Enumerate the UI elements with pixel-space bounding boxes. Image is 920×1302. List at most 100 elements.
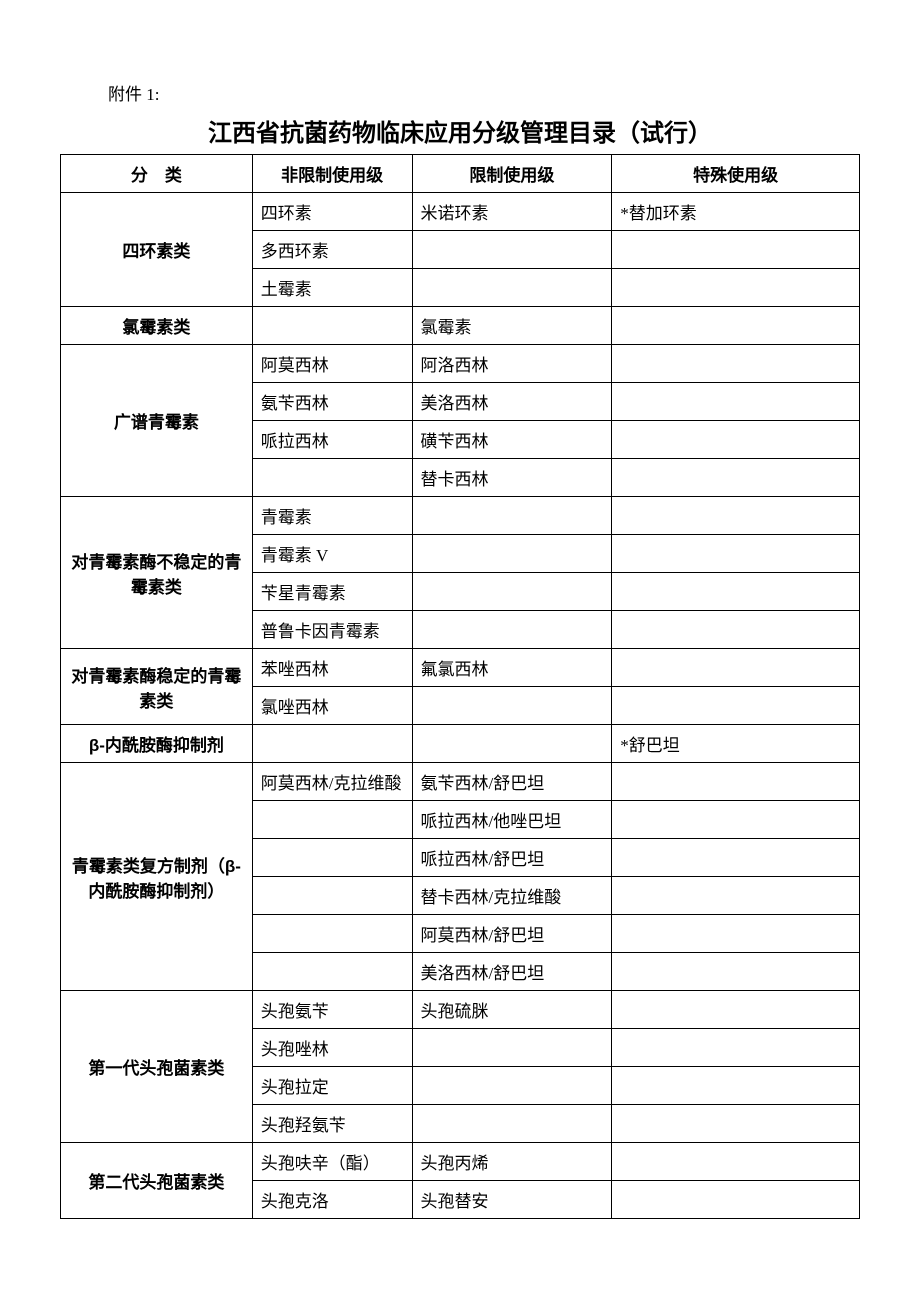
header-unrestricted: 非限制使用级 bbox=[252, 155, 412, 193]
category-cell: 第一代头孢菌素类 bbox=[61, 991, 253, 1143]
drug-cell: 阿莫西林/克拉维酸 bbox=[252, 763, 412, 801]
drug-cell: 青霉素 bbox=[252, 497, 412, 535]
drug-cell bbox=[612, 1029, 860, 1067]
attachment-label: 附件 1: bbox=[108, 80, 860, 105]
header-special: 特殊使用级 bbox=[612, 155, 860, 193]
drug-cell bbox=[612, 573, 860, 611]
drug-cell: 美洛西林 bbox=[412, 383, 612, 421]
drug-cell bbox=[412, 1029, 612, 1067]
header-category: 分 类 bbox=[61, 155, 253, 193]
drug-cell: 头孢替安 bbox=[412, 1181, 612, 1219]
drug-cell bbox=[612, 535, 860, 573]
drug-cell bbox=[612, 1067, 860, 1105]
drug-cell: 头孢唑林 bbox=[252, 1029, 412, 1067]
drug-cell bbox=[612, 383, 860, 421]
drug-cell: 头孢拉定 bbox=[252, 1067, 412, 1105]
drug-cell bbox=[612, 877, 860, 915]
drug-cell: 阿莫西林/舒巴坦 bbox=[412, 915, 612, 953]
drug-cell bbox=[412, 1067, 612, 1105]
drug-cell: 多西环素 bbox=[252, 231, 412, 269]
drug-cell: 哌拉西林/他唑巴坦 bbox=[412, 801, 612, 839]
drug-cell bbox=[412, 687, 612, 725]
drug-cell bbox=[612, 611, 860, 649]
drug-cell bbox=[252, 915, 412, 953]
drug-cell: *舒巴坦 bbox=[612, 725, 860, 763]
category-cell: 对青霉素酶稳定的青霉素类 bbox=[61, 649, 253, 725]
drug-cell bbox=[612, 269, 860, 307]
drug-cell: 氨苄西林 bbox=[252, 383, 412, 421]
category-cell: 四环素类 bbox=[61, 193, 253, 307]
drug-cell: 苄星青霉素 bbox=[252, 573, 412, 611]
drug-cell: 阿莫西林 bbox=[252, 345, 412, 383]
drug-cell bbox=[252, 725, 412, 763]
drug-cell: 头孢呋辛（酯） bbox=[252, 1143, 412, 1181]
drug-cell: 头孢丙烯 bbox=[412, 1143, 612, 1181]
drug-cell: 米诺环素 bbox=[412, 193, 612, 231]
drug-cell: 头孢氨苄 bbox=[252, 991, 412, 1029]
category-cell: 对青霉素酶不稳定的青霉素类 bbox=[61, 497, 253, 649]
category-cell: 广谱青霉素 bbox=[61, 345, 253, 497]
drug-cell bbox=[612, 763, 860, 801]
drug-cell bbox=[612, 991, 860, 1029]
table-body: 四环素类四环素米诺环素*替加环素多西环素土霉素氯霉素类氯霉素广谱青霉素阿莫西林阿… bbox=[61, 193, 860, 1219]
drug-cell bbox=[612, 497, 860, 535]
table-row: 青霉素类复方制剂（β-内酰胺酶抑制剂）阿莫西林/克拉维酸氨苄西林/舒巴坦 bbox=[61, 763, 860, 801]
drug-cell: 土霉素 bbox=[252, 269, 412, 307]
drug-cell bbox=[252, 307, 412, 345]
drug-cell bbox=[612, 231, 860, 269]
drug-cell: 头孢硫脒 bbox=[412, 991, 612, 1029]
drug-cell bbox=[412, 1105, 612, 1143]
drug-cell bbox=[612, 421, 860, 459]
table-header-row: 分 类 非限制使用级 限制使用级 特殊使用级 bbox=[61, 155, 860, 193]
document-title: 江西省抗菌药物临床应用分级管理目录（试行） bbox=[60, 113, 860, 148]
drug-cell: 美洛西林/舒巴坦 bbox=[412, 953, 612, 991]
category-cell: 青霉素类复方制剂（β-内酰胺酶抑制剂） bbox=[61, 763, 253, 991]
drug-cell: 氨苄西林/舒巴坦 bbox=[412, 763, 612, 801]
drug-cell bbox=[612, 687, 860, 725]
drug-cell: 氯霉素 bbox=[412, 307, 612, 345]
drug-classification-table: 分 类 非限制使用级 限制使用级 特殊使用级 四环素类四环素米诺环素*替加环素多… bbox=[60, 154, 860, 1219]
category-cell: 第二代头孢菌素类 bbox=[61, 1143, 253, 1219]
drug-cell: 磺苄西林 bbox=[412, 421, 612, 459]
drug-cell bbox=[612, 915, 860, 953]
drug-cell: 替卡西林/克拉维酸 bbox=[412, 877, 612, 915]
drug-cell bbox=[412, 535, 612, 573]
drug-cell bbox=[612, 953, 860, 991]
drug-cell bbox=[612, 649, 860, 687]
drug-cell bbox=[612, 1105, 860, 1143]
drug-cell bbox=[612, 839, 860, 877]
drug-cell bbox=[412, 611, 612, 649]
drug-cell bbox=[612, 801, 860, 839]
table-row: β-内酰胺酶抑制剂 *舒巴坦 bbox=[61, 725, 860, 763]
drug-cell: 氟氯西林 bbox=[412, 649, 612, 687]
drug-cell bbox=[412, 725, 612, 763]
drug-cell bbox=[252, 953, 412, 991]
table-row: 四环素类四环素米诺环素*替加环素 bbox=[61, 193, 860, 231]
table-row: 第一代头孢菌素类头孢氨苄头孢硫脒 bbox=[61, 991, 860, 1029]
table-row: 对青霉素酶稳定的青霉素类苯唑西林氟氯西林 bbox=[61, 649, 860, 687]
drug-cell: 氯唑西林 bbox=[252, 687, 412, 725]
drug-cell bbox=[412, 231, 612, 269]
drug-cell bbox=[252, 839, 412, 877]
drug-cell: 哌拉西林 bbox=[252, 421, 412, 459]
drug-cell: 普鲁卡因青霉素 bbox=[252, 611, 412, 649]
drug-cell: 阿洛西林 bbox=[412, 345, 612, 383]
drug-cell bbox=[612, 307, 860, 345]
table-row: 广谱青霉素阿莫西林阿洛西林 bbox=[61, 345, 860, 383]
table-row: 氯霉素类氯霉素 bbox=[61, 307, 860, 345]
header-restricted: 限制使用级 bbox=[412, 155, 612, 193]
table-row: 第二代头孢菌素类头孢呋辛（酯）头孢丙烯 bbox=[61, 1143, 860, 1181]
drug-cell: 替卡西林 bbox=[412, 459, 612, 497]
table-row: 对青霉素酶不稳定的青霉素类青霉素 bbox=[61, 497, 860, 535]
drug-cell: 头孢克洛 bbox=[252, 1181, 412, 1219]
drug-cell bbox=[412, 497, 612, 535]
drug-cell: 头孢羟氨苄 bbox=[252, 1105, 412, 1143]
drug-cell: 苯唑西林 bbox=[252, 649, 412, 687]
drug-cell bbox=[252, 877, 412, 915]
drug-cell: 青霉素 V bbox=[252, 535, 412, 573]
category-cell: β-内酰胺酶抑制剂 bbox=[61, 725, 253, 763]
drug-cell bbox=[612, 1181, 860, 1219]
drug-cell bbox=[412, 573, 612, 611]
drug-cell: 四环素 bbox=[252, 193, 412, 231]
drug-cell bbox=[412, 269, 612, 307]
